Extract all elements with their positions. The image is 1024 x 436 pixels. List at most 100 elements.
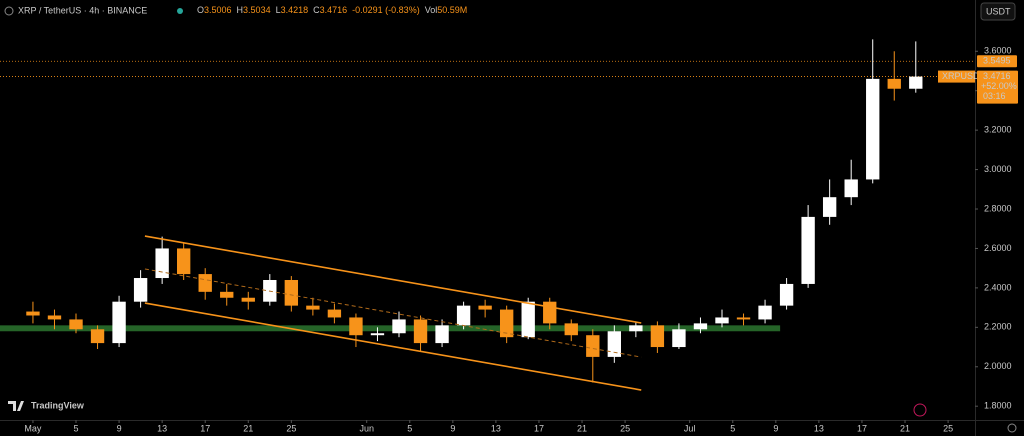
x-tick-label: 13 <box>814 423 824 433</box>
alert-icon[interactable] <box>913 403 927 417</box>
y-tick-label: 3.2000 <box>984 125 1012 135</box>
last-price-label: 3.4716 <box>983 71 1011 81</box>
candle-body <box>241 297 255 302</box>
candle-body <box>47 315 62 320</box>
candle-body <box>306 305 320 310</box>
candle-body <box>284 280 299 306</box>
x-tick-label: 9 <box>117 423 122 433</box>
x-tick-label: 21 <box>243 423 253 433</box>
candle-body <box>909 76 923 89</box>
support-zone <box>0 325 781 332</box>
brand-icon <box>8 401 24 411</box>
ohlc-label: O <box>197 5 204 15</box>
candle-body <box>564 323 578 336</box>
ohlc-value: -0.0291 (-0.83%) <box>352 5 420 15</box>
x-tick-label: 5 <box>74 423 79 433</box>
x-tick-label: 17 <box>200 423 210 433</box>
ohlc-item: O3.5006 <box>197 5 232 15</box>
candle-body <box>220 291 234 298</box>
ohlc-item: Vol50.59M <box>425 5 468 15</box>
trend-line <box>144 235 642 324</box>
candle-body <box>435 325 449 344</box>
candle-body <box>543 301 557 324</box>
candle-body <box>736 317 751 320</box>
x-tick-label: Jul <box>684 423 696 433</box>
price-line-tag <box>977 55 1017 68</box>
x-tick-label: 5 <box>407 423 412 433</box>
brand-name: TradingView <box>31 400 85 410</box>
ohlc-label: L <box>276 5 281 15</box>
x-tick-label: 17 <box>534 423 544 433</box>
ohlc-value: 3.4716 <box>320 5 348 15</box>
countdown-label: 03:16 <box>983 91 1006 101</box>
symbol-tag <box>938 70 975 83</box>
x-tick-label: 25 <box>620 423 630 433</box>
x-tick-label: 9 <box>450 423 455 433</box>
y-tick-label: 3.6000 <box>984 46 1012 56</box>
candle-body <box>26 311 40 316</box>
settings-icon[interactable] <box>1007 423 1017 433</box>
candle-body <box>499 309 514 338</box>
candle-body <box>629 325 643 332</box>
candle-body <box>155 248 169 279</box>
x-tick-label: 13 <box>491 423 501 433</box>
ohlc-item: L3.4218 <box>276 5 309 15</box>
x-tick-label: May <box>24 423 42 433</box>
ohlc-item: -0.0291 (-0.83%) <box>352 5 420 15</box>
last-price-tag <box>977 70 1018 104</box>
candle-body <box>715 317 729 324</box>
ohlc-value: 50.59M <box>437 5 467 15</box>
y-tick-label: 2.8000 <box>984 203 1012 213</box>
y-tick-label: 2.2000 <box>984 322 1012 332</box>
candle-body <box>198 274 212 292</box>
x-tick-label: 5 <box>730 423 735 433</box>
y-tick-label: 1.8000 <box>984 401 1012 411</box>
ohlc-label: Vol <box>425 5 438 15</box>
symbol-tag-label: XRPUSDT <box>942 71 986 81</box>
y-tick-label: 3.0000 <box>984 164 1012 174</box>
candle-body <box>672 329 686 348</box>
last-change-label: +52.00% <box>981 81 1017 91</box>
candle-body <box>392 319 406 334</box>
candle-body <box>176 248 191 275</box>
currency-button[interactable] <box>980 2 1016 21</box>
candle-body <box>607 331 622 357</box>
candle-body <box>327 309 342 318</box>
x-tick-label: 21 <box>577 423 587 433</box>
candle-body <box>521 301 535 338</box>
x-tick-label: 17 <box>857 423 867 433</box>
symbol-title[interactable]: XRP / TetherUS · 4h · BINANCE <box>18 5 147 15</box>
symbol-icon <box>4 6 14 16</box>
x-tick-label: 21 <box>900 423 910 433</box>
currency-label[interactable]: USDT <box>986 6 1011 16</box>
trend-line <box>144 302 642 391</box>
x-tick-label: 25 <box>286 423 296 433</box>
candle-body <box>349 317 363 336</box>
ohlc-label: H <box>237 5 244 15</box>
ohlc-value: 3.4218 <box>281 5 309 15</box>
ohlc-item: H3.5034 <box>237 5 271 15</box>
candle-body <box>413 319 428 344</box>
candle-body <box>844 179 858 198</box>
candle-body <box>69 319 83 330</box>
x-tick-label: 9 <box>773 423 778 433</box>
candle-body <box>478 305 492 310</box>
ohlc-legend: O3.5006 H3.5034 L3.4218 C3.4716 -0.0291 (-0.… <box>197 5 467 15</box>
ohlc-item: C3.4716 <box>313 5 347 15</box>
candle-body <box>112 301 126 344</box>
candle-body <box>779 283 794 306</box>
ohlc-value: 3.5006 <box>204 5 232 15</box>
candle-body <box>758 305 772 320</box>
price-line-label: 3.5495 <box>983 56 1011 66</box>
trend-line <box>144 268 642 358</box>
ohlc-value: 3.5034 <box>243 5 271 15</box>
y-tick-label: 2.0000 <box>984 361 1012 371</box>
y-tick-label: 2.4000 <box>984 282 1012 292</box>
candle-body <box>693 323 708 330</box>
x-tick-label: 13 <box>157 423 167 433</box>
y-tick-label: 2.6000 <box>984 243 1012 253</box>
ohlc-label: C <box>313 5 320 15</box>
